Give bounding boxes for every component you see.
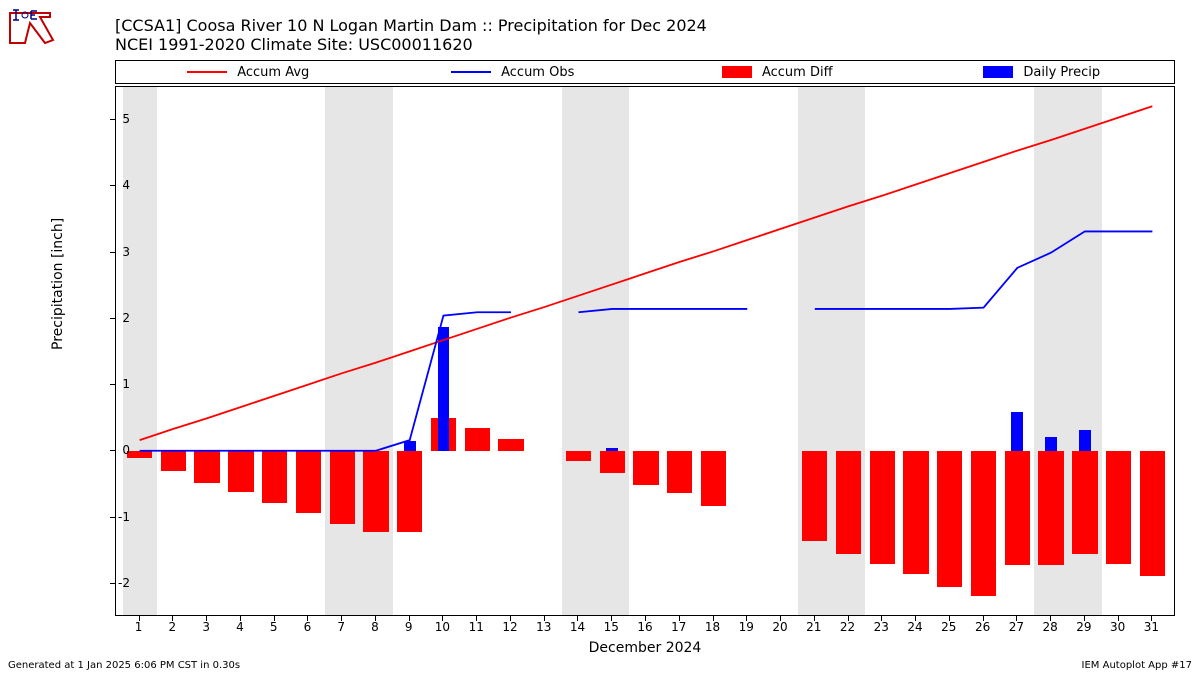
xtick-label: 20: [770, 620, 790, 634]
xtick-label: 4: [230, 620, 250, 634]
xtick-label: 31: [1141, 620, 1161, 634]
legend-swatch: [451, 71, 491, 73]
xtick-label: 3: [196, 620, 216, 634]
xtick-label: 1: [129, 620, 149, 634]
xtick-label: 28: [1040, 620, 1060, 634]
ytick-label: -2: [100, 576, 130, 590]
xtick-label: 6: [297, 620, 317, 634]
legend-label: Daily Precip: [1023, 65, 1100, 80]
x-axis-label: December 2024: [115, 640, 1175, 656]
xtick-label: 18: [703, 620, 723, 634]
legend-swatch: [983, 66, 1013, 78]
xtick-label: 22: [838, 620, 858, 634]
xtick-label: 15: [601, 620, 621, 634]
xtick-label: 29: [1074, 620, 1094, 634]
chart-title: [CCSA1] Coosa River 10 N Logan Martin Da…: [115, 16, 707, 54]
xtick-label: 17: [669, 620, 689, 634]
xtick-label: 26: [973, 620, 993, 634]
legend-label: Accum Diff: [762, 65, 833, 80]
xtick-label: 25: [939, 620, 959, 634]
legend-swatch: [187, 71, 227, 73]
xtick-label: 24: [905, 620, 925, 634]
ytick-label: 2: [100, 311, 130, 325]
legend-item: Accum Diff: [645, 65, 910, 80]
legend-item: Accum Avg: [116, 65, 381, 80]
legend: Accum Avg Accum Obs Accum Diff Daily Precip: [115, 60, 1175, 84]
ytick-label: 4: [100, 178, 130, 192]
footer-app: IEM Autoplot App #17: [1082, 660, 1192, 671]
xtick-label: 19: [736, 620, 756, 634]
xtick-label: 10: [432, 620, 452, 634]
xtick-label: 12: [500, 620, 520, 634]
footer-generated: Generated at 1 Jan 2025 6:06 PM CST in 0…: [8, 660, 240, 671]
accum-obs-line: [140, 231, 1153, 450]
xtick-label: 5: [264, 620, 284, 634]
ytick-label: 1: [100, 377, 130, 391]
legend-item: Accum Obs: [381, 65, 646, 80]
iem-logo: [5, 5, 55, 45]
legend-label: Accum Obs: [501, 65, 574, 80]
xtick-label: 2: [162, 620, 182, 634]
title-line-2: NCEI 1991-2020 Climate Site: USC00011620: [115, 35, 707, 54]
xtick-label: 7: [331, 620, 351, 634]
ytick-label: -1: [100, 510, 130, 524]
xtick-label: 11: [466, 620, 486, 634]
ytick-label: 3: [100, 245, 130, 259]
legend-swatch: [722, 66, 752, 78]
xtick-label: 8: [365, 620, 385, 634]
y-axis-label: Precipitation [inch]: [50, 218, 66, 350]
xtick-label: 30: [1108, 620, 1128, 634]
plot-area: [115, 86, 1175, 616]
ytick-label: 5: [100, 112, 130, 126]
xtick-label: 23: [871, 620, 891, 634]
line-layer: [116, 87, 1174, 615]
accum-avg-line: [140, 106, 1153, 440]
xtick-label: 21: [804, 620, 824, 634]
xtick-label: 27: [1006, 620, 1026, 634]
xtick-label: 13: [534, 620, 554, 634]
title-line-1: [CCSA1] Coosa River 10 N Logan Martin Da…: [115, 16, 707, 35]
xtick-label: 14: [567, 620, 587, 634]
legend-label: Accum Avg: [237, 65, 309, 80]
legend-item: Daily Precip: [910, 65, 1175, 80]
xtick-label: 16: [635, 620, 655, 634]
ytick-label: 0: [100, 443, 130, 457]
xtick-label: 9: [399, 620, 419, 634]
